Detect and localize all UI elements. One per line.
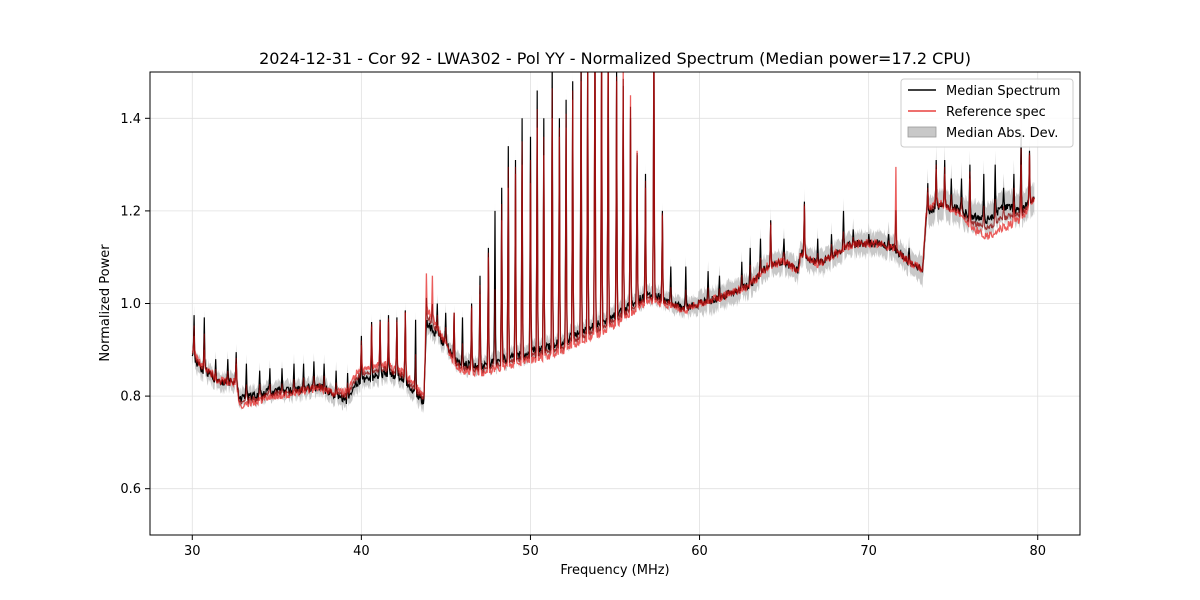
plot-area	[191, 72, 1035, 414]
x-axis-label: Frequency (MHz)	[560, 563, 669, 578]
overlap-line	[191, 72, 1035, 405]
x-tick-label: 70	[860, 544, 877, 559]
y-tick-label: 1.4	[120, 112, 141, 127]
legend-label-median: Median Spectrum	[946, 84, 1060, 99]
y-axis: 0.6 0.8 1.0 1.2 1.4	[120, 112, 150, 497]
y-tick-label: 1.0	[120, 297, 141, 312]
x-axis: 30 40 50 60 70 80	[184, 535, 1046, 559]
x-tick-label: 80	[1029, 544, 1046, 559]
legend-label-mad: Median Abs. Dev.	[946, 126, 1058, 141]
legend-box	[900, 78, 1074, 148]
y-tick-label: 1.2	[120, 204, 141, 219]
x-tick-label: 30	[184, 544, 201, 559]
x-tick-label: 60	[691, 544, 708, 559]
x-tick-label: 40	[353, 544, 370, 559]
y-axis-label: Normalized Power	[98, 244, 113, 362]
y-tick-label: 0.8	[120, 390, 141, 405]
legend-swatch-mad	[907, 126, 937, 138]
y-tick-label: 0.6	[120, 482, 141, 497]
chart-title: 2024-12-31 - Cor 92 - LWA302 - Pol YY - …	[259, 49, 971, 68]
legend-label-reference: Reference spec	[946, 105, 1046, 120]
x-tick-label: 50	[522, 544, 539, 559]
legend: Median Spectrum Reference spec Median Ab…	[900, 78, 1074, 148]
